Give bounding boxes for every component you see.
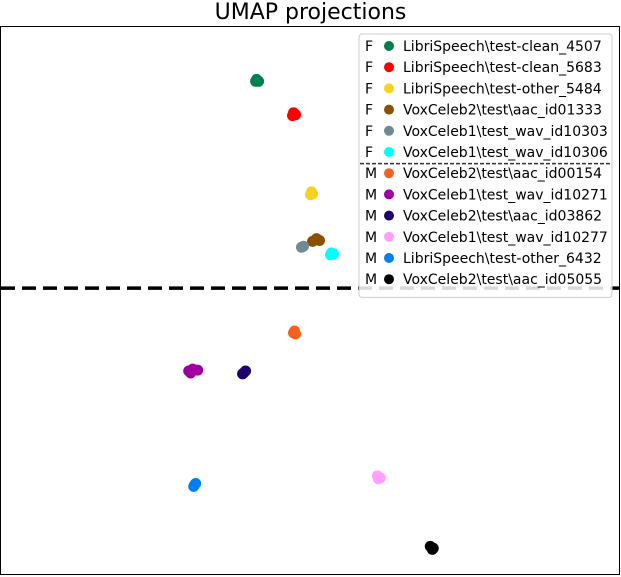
legend-gender-label: M	[365, 251, 377, 267]
legend-marker	[384, 41, 394, 51]
legend-gender-label: F	[365, 39, 373, 55]
legend-marker	[384, 189, 394, 200]
legend-entry-5: F VoxCeleb1\test_wav_id10306	[365, 145, 608, 161]
legend-gender-label: F	[365, 124, 373, 140]
scatter-point-s4-p1	[298, 240, 309, 252]
legend-marker	[384, 210, 394, 221]
legend-series-label: VoxCeleb1\test_wav_id10306	[403, 145, 608, 161]
chart-title: UMAP projections	[214, 0, 407, 25]
scatter-point-s7-p3	[185, 367, 197, 379]
legend: F LibriSpeech\test-clean_4507 F LibriSpeech…	[358, 33, 613, 298]
scatter-point-s11-p2	[426, 543, 438, 555]
legend-box	[358, 33, 613, 298]
legend-entry-3: F VoxCeleb2\test\aac_id01333	[365, 103, 602, 119]
legend-marker	[384, 274, 394, 285]
legend-gender-label: F	[365, 81, 373, 97]
scatter-point-s8-p2	[238, 367, 250, 379]
legend-series-label: VoxCeleb2\test\aac_id00154	[403, 166, 602, 182]
legend-marker	[384, 104, 394, 115]
legend-series-label: LibriSpeech\test-other_6432	[403, 251, 602, 267]
legend-gender-label: F	[365, 145, 373, 161]
legend-entry-9: M VoxCeleb1\test_wav_id10277	[365, 230, 608, 246]
scatter-point-s3-p2	[314, 235, 325, 246]
scatter-point-s6-p2	[288, 327, 299, 339]
scatter-point-s2-p2	[305, 189, 316, 201]
legend-gender-label: F	[365, 103, 373, 119]
legend-entry-10: M LibriSpeech\test-other_6432	[365, 251, 602, 267]
legend-series-label: VoxCeleb2\test\aac_id05055	[403, 272, 602, 288]
legend-marker	[384, 253, 394, 263]
legend-entry-6: M VoxCeleb2\test\aac_id00154	[365, 166, 602, 182]
legend-entry-2: F LibriSpeech\test-other_5484	[365, 81, 602, 97]
legend-series-label: VoxCeleb1\test_wav_id10271	[403, 187, 608, 203]
legend-marker	[384, 62, 394, 73]
legend-entry-1: F LibriSpeech\test-clean_5683	[365, 60, 602, 76]
points-layer	[183, 73, 439, 555]
legend-gender-label: M	[365, 272, 377, 288]
legend-marker	[384, 231, 394, 242]
legend-entry-4: F VoxCeleb1\test_wav_id10303	[365, 124, 608, 140]
legend-marker	[384, 168, 394, 179]
scatter-point-s1-p2	[287, 110, 298, 122]
legend-marker	[384, 147, 394, 157]
legend-entry-0: F LibriSpeech\test-clean_4507	[365, 39, 602, 55]
legend-series-label: VoxCeleb1\test_wav_id10277	[403, 230, 608, 246]
legend-gender-label: M	[365, 166, 377, 182]
legend-marker	[384, 125, 394, 136]
legend-marker	[384, 83, 394, 94]
legend-series-label: VoxCeleb1\test_wav_id10303	[403, 124, 608, 140]
scatter-point-s9-p2	[372, 473, 384, 485]
legend-series-label: LibriSpeech\test-clean_5683	[403, 60, 602, 76]
legend-series-label: LibriSpeech\test-other_5484	[403, 81, 602, 97]
scatter-point-s0-p2	[250, 75, 262, 87]
legend-gender-label: F	[365, 60, 373, 76]
plot-frame	[0, 26, 620, 575]
legend-gender-label: M	[365, 187, 377, 203]
scatter-point-s10-p2	[190, 478, 202, 489]
legend-gender-label: M	[365, 230, 377, 246]
legend-series-label: LibriSpeech\test-clean_4507	[403, 39, 602, 55]
legend-entry-7: M VoxCeleb1\test_wav_id10271	[365, 187, 608, 203]
legend-entry-11: M VoxCeleb2\test\aac_id05055	[365, 272, 602, 288]
legend-series-label: VoxCeleb2\test\aac_id01333	[403, 103, 602, 119]
legend-entry-8: M VoxCeleb2\test\aac_id03862	[365, 209, 602, 225]
legend-series-label: VoxCeleb2\test\aac_id03862	[403, 209, 602, 225]
legend-gender-label: M	[365, 209, 377, 225]
scatter-point-s5-p2	[325, 249, 336, 261]
